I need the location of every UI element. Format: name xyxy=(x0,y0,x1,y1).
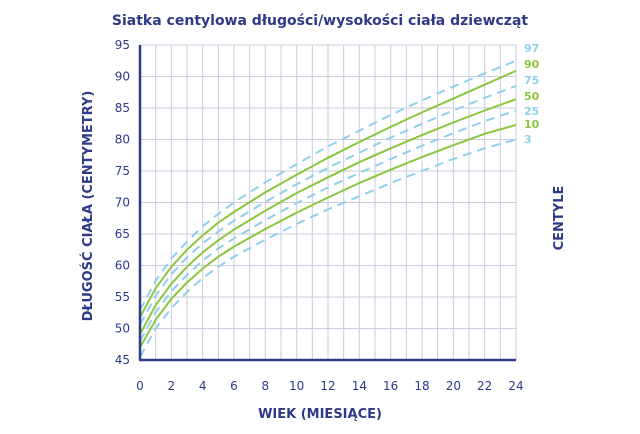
x-tick-label: 10 xyxy=(289,379,304,393)
y-tick-label: 45 xyxy=(115,353,130,367)
centile-label-3: 3 xyxy=(524,133,532,146)
centile-label-97: 97 xyxy=(524,42,539,55)
x-tick-label: 6 xyxy=(230,379,238,393)
x-tick-label: 16 xyxy=(383,379,398,393)
y-tick-label: 80 xyxy=(115,133,130,147)
y-tick-label: 60 xyxy=(115,259,130,273)
x-tick-label: 24 xyxy=(508,379,523,393)
axes xyxy=(138,45,516,362)
centile-10-line xyxy=(139,124,517,348)
y-axis-title: DŁUGOŚĆ CIAŁA (CENTYMETRY) xyxy=(80,91,96,322)
x-tick-labels: 0 2 4 6 8 10 12 14 16 18 20 22 24 xyxy=(136,379,523,393)
y-tick-label: 75 xyxy=(115,164,130,178)
x-tick-label: 12 xyxy=(320,379,335,393)
x-tick-label: 8 xyxy=(262,379,270,393)
y-tick-label: 65 xyxy=(115,227,130,241)
y-tick-label: 90 xyxy=(115,70,130,84)
centile-3-line xyxy=(139,138,517,358)
centile-label-90: 90 xyxy=(524,58,540,71)
centile-label-25: 25 xyxy=(524,105,539,118)
x-tick-label: 0 xyxy=(136,379,144,393)
centiles-title: CENTYLE xyxy=(552,186,567,251)
centile-label-50: 50 xyxy=(524,90,540,103)
centile-50-line xyxy=(139,98,517,335)
centile-97-line xyxy=(139,59,517,311)
grid xyxy=(140,44,517,360)
y-tick-label: 70 xyxy=(115,196,130,210)
x-tick-label: 20 xyxy=(446,379,461,393)
x-tick-label: 14 xyxy=(352,379,367,393)
centile-label-10: 10 xyxy=(524,118,540,131)
centile-90-line xyxy=(139,69,517,318)
x-axis-title: WIEK (MIESIĄCE) xyxy=(258,407,382,422)
y-tick-label: 55 xyxy=(115,290,130,304)
y-tick-label: 95 xyxy=(115,38,130,52)
centile-75-line xyxy=(139,84,517,326)
y-tick-label: 85 xyxy=(115,101,130,115)
x-tick-label: 4 xyxy=(199,379,207,393)
y-tick-labels: 45 50 55 60 65 70 75 80 85 90 95 xyxy=(115,38,130,367)
x-tick-label: 18 xyxy=(414,379,429,393)
chart-title: Siatka centylowa długości/wysokości ciał… xyxy=(112,13,528,29)
y-tick-label: 50 xyxy=(115,322,130,336)
centile-label-75: 75 xyxy=(524,74,539,87)
series-lines xyxy=(139,59,517,358)
x-tick-label: 2 xyxy=(168,379,176,393)
centile-25-line xyxy=(139,109,517,342)
x-tick-label: 22 xyxy=(477,379,492,393)
